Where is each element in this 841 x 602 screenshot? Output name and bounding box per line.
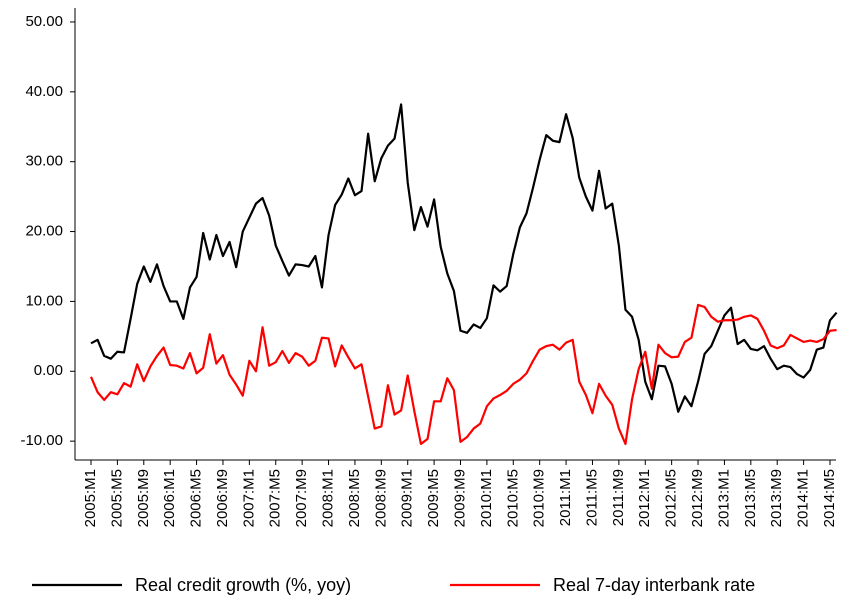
x-tick-label: 2013:M9 [768,469,785,527]
x-tick-label: 2009:M1 [399,469,416,527]
x-tick-label: 2013:M1 [715,469,732,527]
y-tick-label: 30.00 [25,153,63,170]
y-tick-label: 10.00 [25,292,63,309]
x-tick-label: 2010:M5 [504,469,521,527]
x-tick-label: 2011:M5 [583,469,600,526]
x-tick-label: 2008:M5 [346,469,363,527]
x-tick-label: 2011:M9 [610,469,627,526]
x-tick-label: 2014:M5 [821,469,838,527]
y-tick-label: -10.00 [20,432,63,449]
x-tick-label: 2012:M9 [689,469,706,527]
x-tick-label: 2009:M9 [451,469,468,527]
x-tick-label: 2011:M1 [557,469,574,526]
y-tick-label: 50.00 [25,13,63,30]
x-tick-label: 2007:M5 [267,469,284,527]
x-tick-label: 2006:M1 [161,469,178,527]
x-tick-label: 2008:M9 [372,469,389,527]
x-tick-label: 2009:M5 [425,469,442,527]
x-tick-label: 2007:M1 [240,469,257,527]
x-tick-label: 2006:M9 [214,469,231,527]
x-tick-label: 2012:M5 [663,469,680,527]
line-series [90,103,838,413]
x-tick-label: 2005:M1 [82,469,99,527]
x-tick-label: 2013:M5 [742,469,759,527]
line-series [89,303,837,446]
legend-label: Real 7-day interbank rate [553,575,755,595]
x-tick-label: 2010:M1 [478,469,495,527]
x-tick-label: 2007:M9 [293,469,310,527]
x-tick-label: 2006:M5 [188,469,205,527]
x-tick-label: 2010:M9 [531,469,548,527]
x-tick-label: 2014:M1 [795,469,812,527]
x-tick-label: 2005:M9 [135,469,152,527]
x-tick-label: 2005:M5 [108,469,125,527]
y-tick-label: 20.00 [25,223,63,240]
legend-label: Real credit growth (%, yoy) [135,575,351,595]
y-tick-label: 40.00 [25,83,63,100]
x-tick-label: 2012:M1 [636,469,653,527]
x-tick-label: 2008:M1 [320,469,337,527]
y-tick-label: 0.00 [34,362,63,379]
